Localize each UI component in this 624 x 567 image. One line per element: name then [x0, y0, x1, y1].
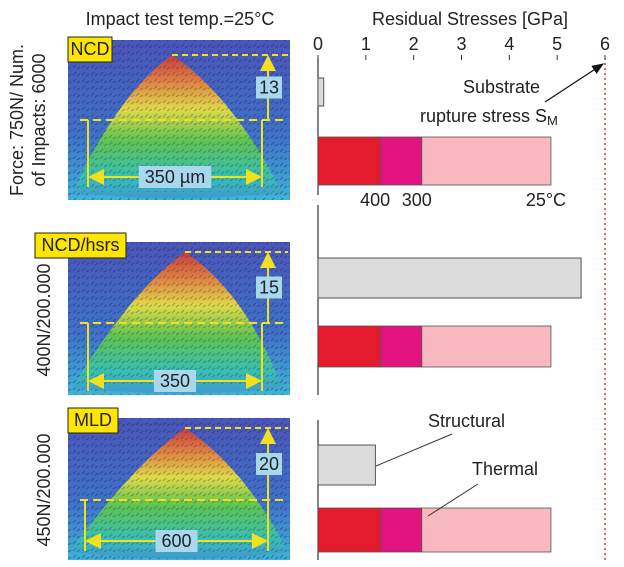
material-tag-box [67, 36, 113, 63]
axis-title: Residual Stresses [GPa] [372, 9, 568, 29]
condition-label: of Impacts: 6000 [29, 53, 49, 186]
height-label-box [256, 76, 282, 99]
thermal-leader [427, 483, 479, 517]
subtitle: Impact test temp.=25°C [86, 9, 275, 29]
topography-texture [73, 55, 282, 192]
topography-texture [73, 252, 282, 387]
height-label-box [256, 276, 282, 299]
temperature-label: 300 [402, 190, 432, 210]
rupture-label-subscript: M [547, 113, 558, 128]
thermal-segment [379, 325, 423, 368]
material-tag-box [67, 407, 119, 434]
width-label: 350 [160, 371, 190, 391]
x-tick-label: 6 [600, 34, 610, 54]
x-tick-label: 2 [409, 34, 419, 54]
x-tick-label: 3 [456, 34, 466, 54]
x-tick-label: 5 [552, 34, 562, 54]
x-tick-label: 4 [504, 34, 514, 54]
structural-bar [317, 444, 376, 486]
rupture-label-text: rupture stress S [420, 106, 547, 126]
thermal-segment [421, 507, 552, 553]
thermal-segment [379, 507, 423, 553]
material-tag: MLD [74, 410, 112, 430]
condition-label: 400N/200.000 [34, 263, 54, 376]
structural-bar [317, 77, 325, 107]
rupture-label: Substrate [463, 77, 540, 97]
temperature-label: 400 [360, 190, 390, 210]
structural-leader [375, 433, 453, 467]
thermal-segment [317, 507, 381, 553]
material-tag: NCD [71, 39, 110, 59]
width-label: 350 µm [145, 167, 205, 187]
rupture-arrow [544, 63, 605, 103]
x-tick-label: 1 [361, 34, 371, 54]
thermal-segment [421, 136, 552, 186]
material-tag: NCD/hsrs [41, 235, 119, 255]
condition-label: 450N/200.000 [34, 433, 54, 546]
height-label: 20 [259, 454, 279, 474]
structural-bar [317, 257, 582, 299]
thermal-segment [421, 325, 552, 368]
structural-annotation: Structural [428, 411, 505, 431]
height-label-box [256, 453, 282, 475]
material-tag-box [34, 232, 127, 259]
thermal-segment [379, 136, 423, 186]
thermal-annotation: Thermal [472, 459, 538, 479]
width-label-box [153, 370, 197, 392]
thermal-segment [317, 325, 381, 368]
width-label: 600 [161, 531, 191, 551]
width-label-box [138, 166, 212, 188]
height-label: 15 [259, 277, 279, 297]
thermal-segment [317, 136, 381, 186]
temperature-label: 25°C [526, 190, 566, 210]
topography-texture [70, 428, 288, 552]
rupture-label: rupture stress SM [420, 106, 558, 129]
width-label-box [155, 530, 198, 552]
condition-label: Force: 750N/ Num. [7, 44, 27, 196]
x-tick-label: 0 [313, 34, 323, 54]
height-label: 13 [259, 77, 279, 97]
